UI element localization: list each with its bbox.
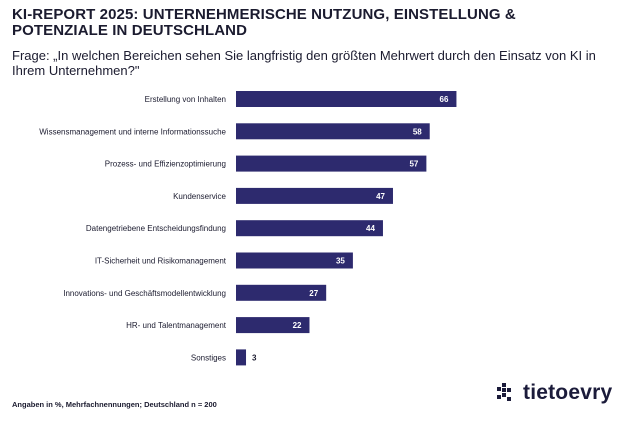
tietoevry-logo-icon	[497, 383, 511, 401]
category-label: HR- und Talentmanagement	[126, 321, 227, 330]
value-label: 57	[409, 160, 418, 169]
category-label: Kundenservice	[173, 192, 226, 201]
value-label: 3	[252, 353, 257, 362]
bar	[236, 123, 430, 140]
footnote: Angaben in %, Mehrfachnennungen; Deutsch…	[12, 400, 217, 409]
value-label: 58	[413, 127, 422, 136]
value-label: 66	[440, 95, 449, 104]
bar	[236, 187, 393, 204]
category-label: Datengetriebene Entscheidungsfindung	[86, 224, 226, 233]
category-label: Erstellung von Inhalten	[145, 95, 226, 104]
category-label: IT-Sicherheit und Risikomanagement	[95, 257, 227, 266]
value-label: 35	[336, 257, 345, 266]
bar	[236, 220, 383, 237]
bar	[236, 155, 427, 172]
bar	[236, 284, 327, 301]
logo: tietoevry	[497, 381, 612, 405]
chart-subtitle: Frage: „In welchen Bereichen sehen Sie l…	[12, 48, 596, 78]
bar	[236, 252, 353, 269]
value-label: 44	[366, 224, 375, 233]
value-label: 22	[293, 321, 302, 330]
category-label: Prozess- und Effizienzoptimierung	[105, 160, 226, 169]
category-label: Sonstiges	[191, 353, 226, 362]
category-label: Innovations- und Geschäftsmodellentwickl…	[63, 289, 226, 298]
chart-title: KI-REPORT 2025: UNTERNEHMERISCHE NUTZUNG…	[12, 6, 516, 39]
bar	[236, 349, 247, 366]
bar	[236, 91, 457, 107]
value-label: 47	[376, 192, 385, 201]
category-label: Wissensmanagement und interne Informatio…	[39, 127, 226, 136]
value-label: 27	[309, 289, 318, 298]
bar	[236, 317, 310, 334]
logo-wordmark: tietoevry	[523, 381, 613, 404]
